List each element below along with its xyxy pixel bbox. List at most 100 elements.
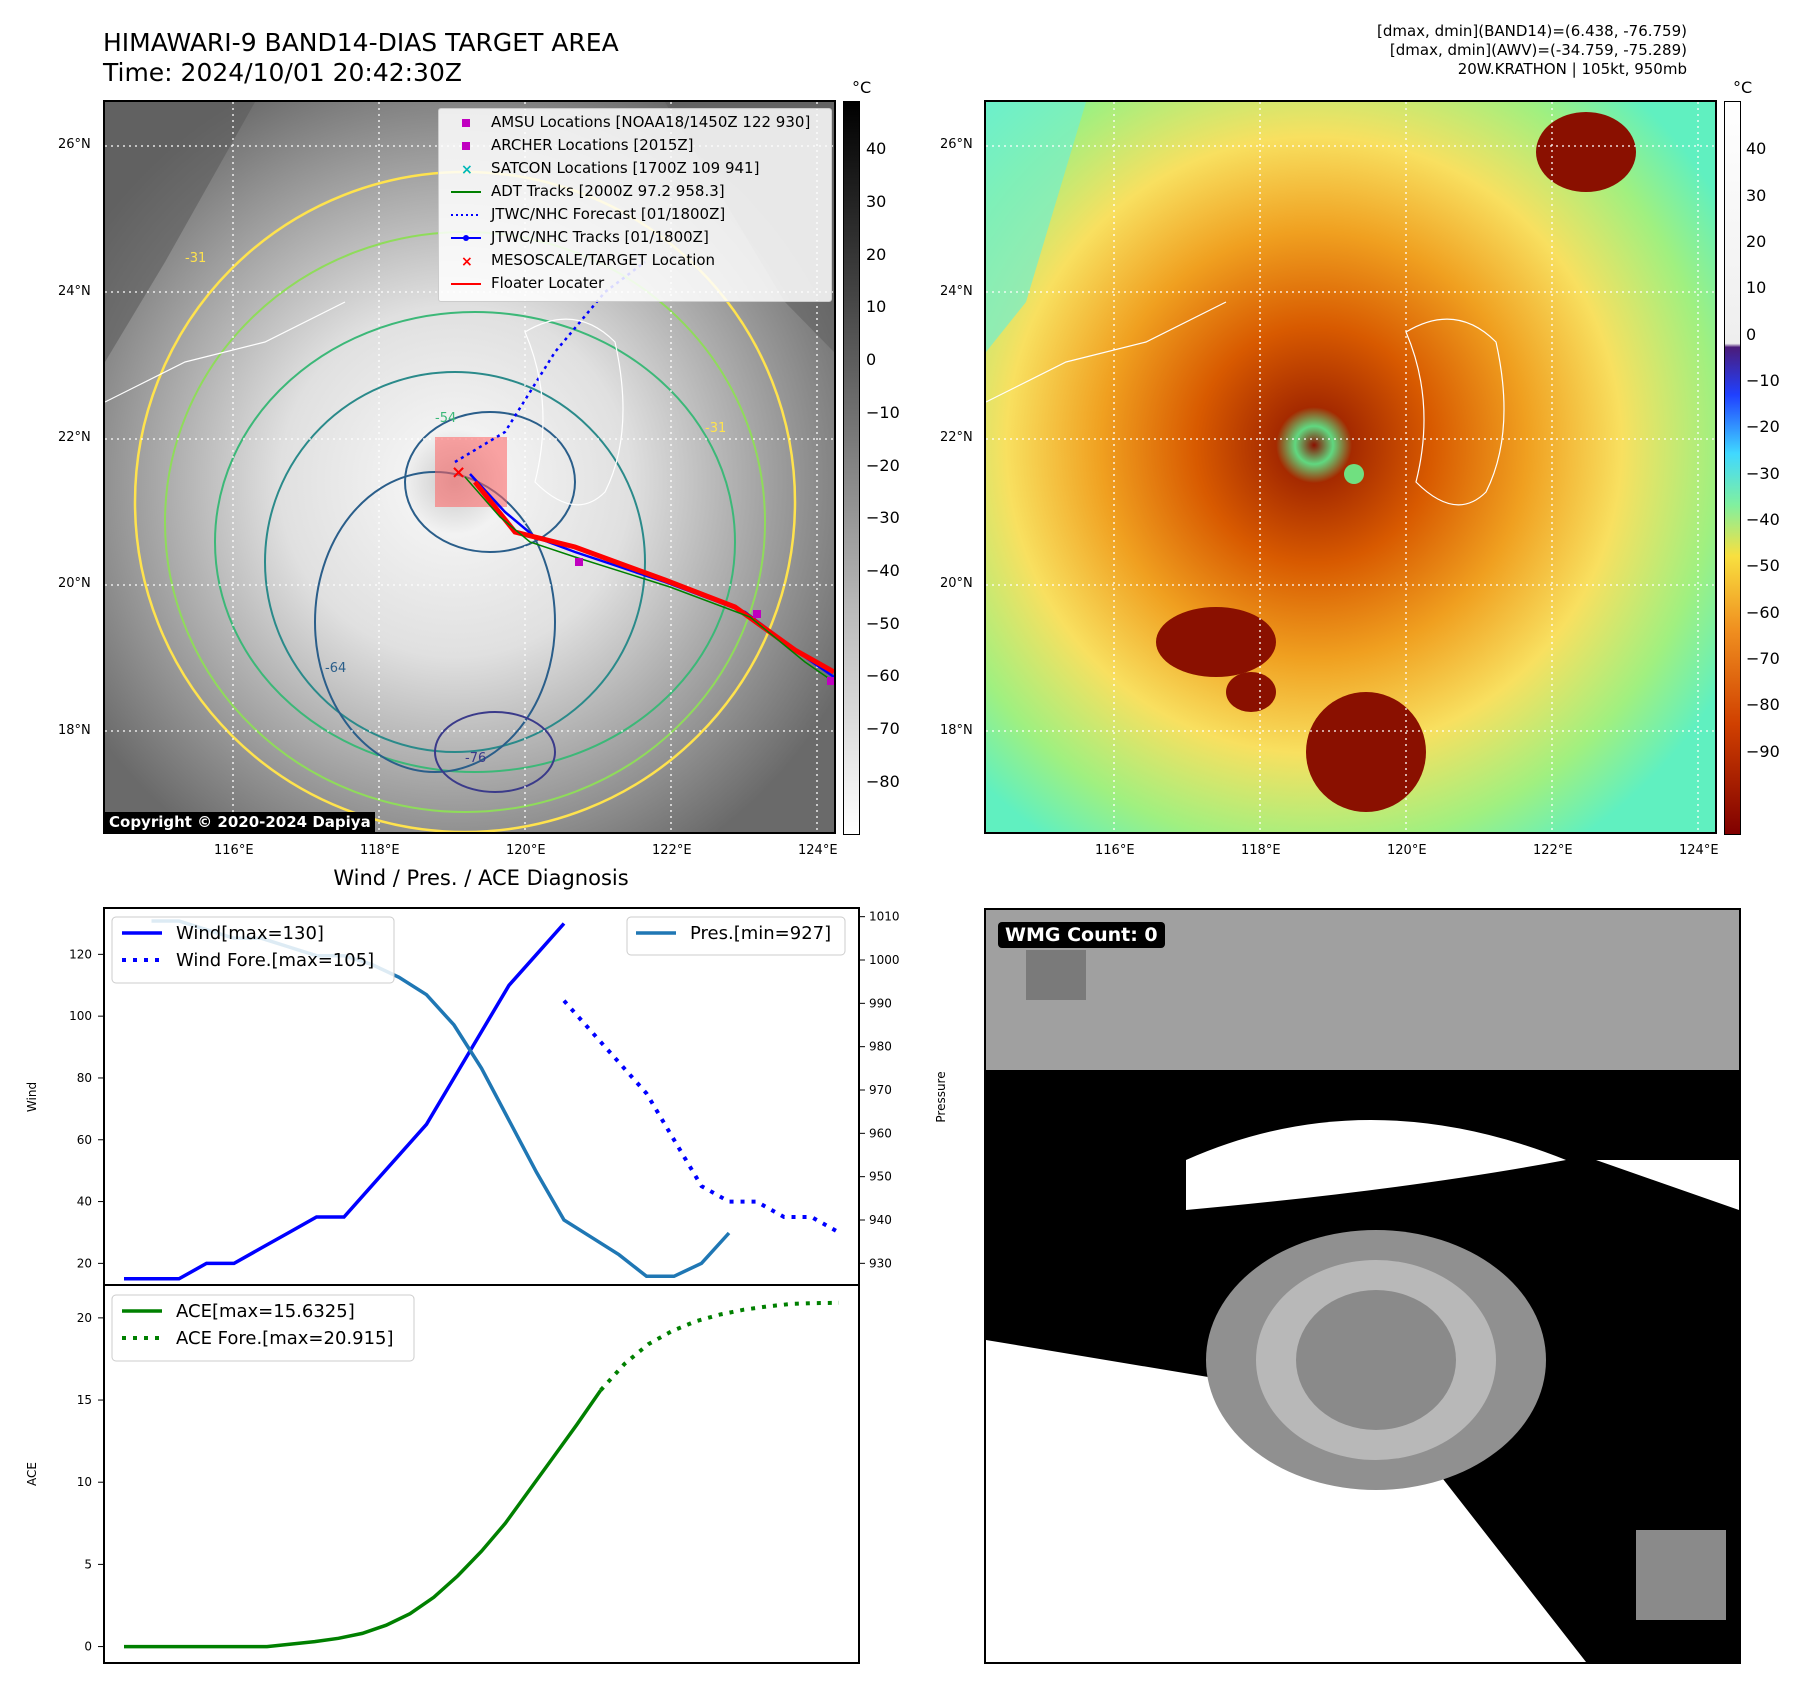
- legend-ace-fore: ACE Fore.[max=20.915]: [176, 1328, 394, 1349]
- colorbar-tick: −60: [866, 666, 900, 686]
- lon-label: 120°E: [1387, 843, 1427, 858]
- lon-label: 118°E: [360, 843, 400, 858]
- colorbar-tick: −60: [1746, 602, 1780, 622]
- colorbar-tick: −80: [1746, 695, 1780, 715]
- colorbar-tick: −50: [1746, 556, 1780, 576]
- colorbar-tick: −70: [866, 719, 900, 739]
- colorbar-tick: 10: [1746, 278, 1767, 298]
- info-band14: [dmax, dmin](BAND14)=(6.438, -76.759): [1376, 22, 1687, 40]
- legend-ace: ACE[max=15.6325]: [176, 1301, 355, 1322]
- colorbar-tick: 40: [866, 139, 887, 159]
- axis-tick-label: 990: [869, 996, 892, 1010]
- svg-text:×: ×: [461, 254, 473, 270]
- colorbar-tick: −80: [866, 771, 900, 791]
- legend-pres: Pres.[min=927]: [690, 923, 831, 944]
- ace-plot-frame: [103, 1284, 860, 1664]
- axis-tick-label: 100: [69, 1009, 92, 1023]
- axis-tick-label: 40: [77, 1195, 92, 1209]
- map-legend: AMSU Locations [NOAA18/1450Z 122 930] AR…: [438, 108, 832, 302]
- axis-tick-label: 10: [77, 1475, 92, 1489]
- colorbar-tick: −30: [1746, 463, 1780, 483]
- lat-label: 24°N: [58, 284, 91, 299]
- chart-title: HIMAWARI-9 BAND14-DIAS TARGET AREA: [103, 28, 619, 57]
- legend-wind-fore: Wind Fore.[max=105]: [176, 950, 374, 971]
- axis-tick-label: 120: [69, 947, 92, 961]
- colorbar-tick: −40: [866, 560, 900, 580]
- axis-tick-label: 970: [869, 1083, 892, 1097]
- ace-axis-label: ACE: [25, 1462, 39, 1486]
- lat-label: 20°N: [940, 576, 973, 591]
- time-label: Time: 2024/10/01 20:42:30Z: [103, 58, 462, 87]
- lon-label: 124°E: [798, 843, 838, 858]
- right-map-image: [986, 102, 1715, 832]
- colorbar-tick: −20: [866, 455, 900, 475]
- contour-label: -31: [705, 421, 726, 436]
- lat-label: 22°N: [58, 430, 91, 445]
- lat-label: 24°N: [940, 284, 973, 299]
- colorbar-tick: −20: [1746, 417, 1780, 437]
- floater-track: [473, 480, 834, 675]
- wind-legend: Wind[max=130] Wind Fore.[max=105]: [111, 916, 395, 984]
- lon-label: 122°E: [652, 843, 692, 858]
- taiwan-coastline: [1405, 318, 1505, 506]
- axis-tick-label: 0: [84, 1640, 92, 1654]
- info-awv: [dmax, dmin](AWV)=(-34.759, -75.289): [1389, 41, 1687, 59]
- wind-forecast-line: [562, 999, 840, 1235]
- colorbar-tick: −30: [866, 508, 900, 528]
- left-colorbar-unit: °C: [852, 78, 872, 97]
- left-colorbar: [843, 101, 860, 835]
- left-map-panel: × -64 -76 -54 -31 -31 Copyright © 2020-2…: [103, 100, 836, 834]
- lon-label: 118°E: [1241, 843, 1281, 858]
- taiwan-coastline: [524, 318, 624, 506]
- colorbar-tick: −50: [866, 613, 900, 633]
- china-coastline: [105, 301, 346, 403]
- colorbar-tick: 40: [1746, 139, 1767, 159]
- ace-legend: ACE[max=15.6325] ACE Fore.[max=20.915]: [111, 1294, 415, 1362]
- colorbar-tick: 30: [866, 192, 887, 212]
- lon-label: 116°E: [1095, 843, 1135, 858]
- colorbar-tick: 10: [866, 297, 887, 317]
- axis-tick-label: 1010: [869, 910, 900, 924]
- right-colorbar-unit: °C: [1733, 78, 1753, 97]
- pres-legend: Pres.[min=927]: [626, 916, 846, 956]
- wind-axis-label: Wind: [25, 1082, 39, 1112]
- colorbar-tick: −10: [866, 402, 900, 422]
- lon-label: 122°E: [1533, 843, 1573, 858]
- amsu-location: [753, 610, 761, 618]
- pressure-axis-label: Pressure: [934, 1071, 948, 1122]
- colorbar-tick: 20: [1746, 231, 1767, 251]
- target-area-box: [435, 437, 507, 507]
- lat-label: 18°N: [940, 723, 973, 738]
- colorbar-tick: −90: [1746, 741, 1780, 761]
- lat-label: 18°N: [58, 723, 91, 738]
- contour-label: -64: [325, 661, 346, 676]
- axis-tick-label: 940: [869, 1213, 892, 1227]
- wmg-image: [986, 910, 1739, 1662]
- lon-label: 120°E: [506, 843, 546, 858]
- wmg-count-badge: WMG Count: 0: [998, 922, 1165, 948]
- right-colorbar: [1724, 101, 1741, 835]
- colorbar-tick: 0: [1746, 324, 1757, 344]
- archer-location: [575, 558, 583, 566]
- lon-label: 116°E: [214, 843, 254, 858]
- axis-tick-label: 80: [77, 1071, 92, 1085]
- axis-tick-label: 20: [77, 1256, 92, 1270]
- colorbar-tick: 20: [866, 244, 887, 264]
- colorbar-tick: −10: [1746, 371, 1780, 391]
- wind-series-line: [124, 922, 566, 1281]
- colorbar-tick: −40: [1746, 510, 1780, 530]
- svg-text:×: ×: [461, 162, 473, 178]
- lat-label: 26°N: [58, 137, 91, 152]
- info-storm: 20W.KRATHON | 105kt, 950mb: [1457, 60, 1687, 78]
- axis-tick-label: 20: [77, 1311, 92, 1325]
- axis-tick-label: 1000: [869, 953, 900, 967]
- amsu-location: [827, 677, 834, 685]
- axis-tick-label: 960: [869, 1126, 892, 1140]
- diagnosis-title: Wind / Pres. / ACE Diagnosis: [333, 866, 629, 890]
- ace-forecast-line: [599, 1300, 840, 1392]
- lon-label: 124°E: [1679, 843, 1719, 858]
- colorbar-tick: 0: [866, 350, 877, 370]
- right-map-panel: [984, 100, 1717, 834]
- china-coastline: [986, 301, 1227, 403]
